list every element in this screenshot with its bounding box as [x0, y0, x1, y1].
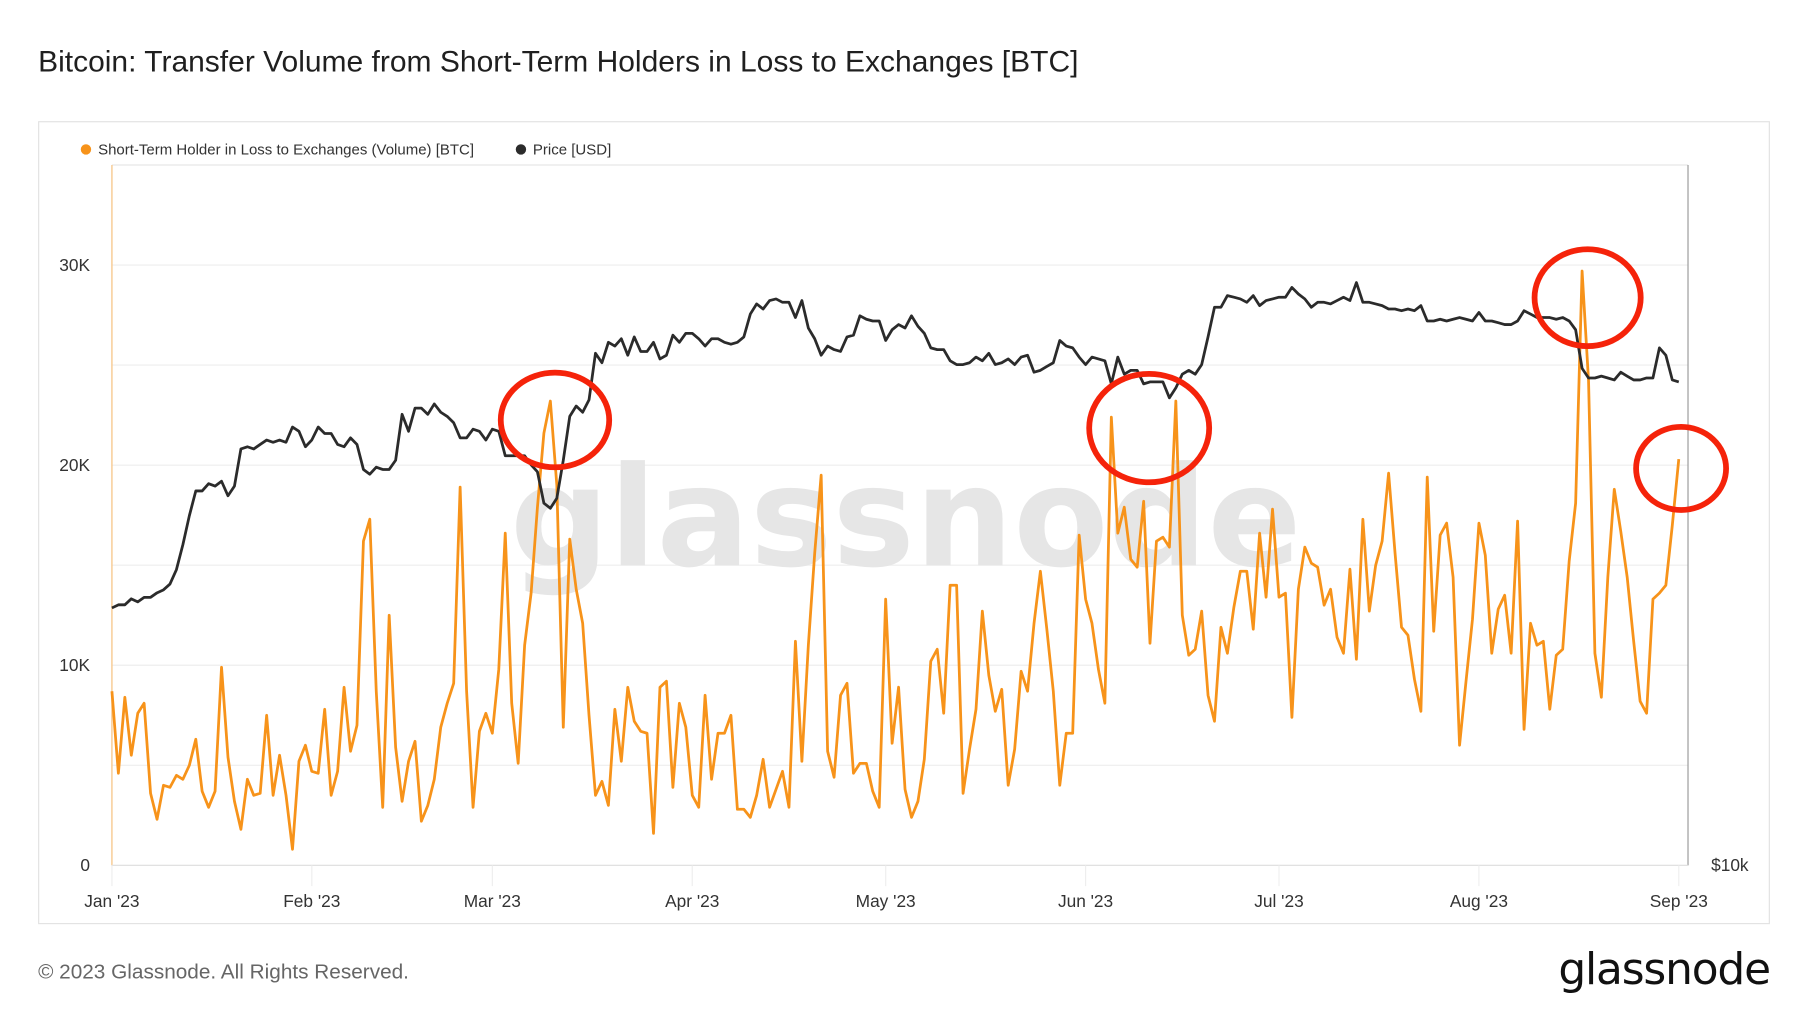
annotation-circle — [1086, 370, 1213, 486]
legend: Short-Term Holder in Loss to Exchanges (… — [80, 140, 612, 159]
y-tick-label: 10K — [59, 655, 90, 675]
annotation-circle — [497, 369, 613, 471]
x-tick-label: Feb '23 — [283, 891, 340, 911]
legend-item-volume[interactable]: Short-Term Holder in Loss to Exchanges (… — [80, 140, 475, 159]
x-tick-label: Sep '23 — [1650, 891, 1708, 911]
y-tick-label: 20K — [59, 455, 90, 475]
copyright: © 2023 Glassnode. All Rights Reserved. — [38, 959, 409, 984]
annotation-circle — [1531, 246, 1644, 350]
y-tick-label: 0 — [80, 855, 90, 875]
chart-frame — [38, 121, 1770, 925]
annotation-circle — [1633, 424, 1729, 513]
x-tick-label: Apr '23 — [665, 891, 719, 911]
watermark: glassnode — [510, 436, 1301, 598]
black-dot-icon — [515, 144, 526, 155]
chart-title: Bitcoin: Transfer Volume from Short-Term… — [38, 43, 1079, 79]
y-tick-label: 30K — [59, 255, 90, 275]
x-tick-label: Aug '23 — [1450, 891, 1508, 911]
x-tick-label: Jun '23 — [1058, 891, 1113, 911]
volume-series-line — [110, 269, 1681, 851]
x-tick-label: Jul '23 — [1254, 891, 1303, 911]
orange-dot-icon — [80, 144, 92, 155]
legend-label-volume: Short-Term Holder in Loss to Exchanges (… — [98, 140, 475, 159]
legend-label-price: Price [USD] — [532, 140, 612, 159]
x-tick-label: Mar '23 — [464, 891, 521, 911]
legend-item-price[interactable]: Price [USD] — [515, 140, 612, 159]
x-tick-label: Jan '23 — [84, 891, 139, 911]
price-series-line — [111, 281, 1680, 610]
glassnode-logo: glassnode — [1558, 943, 1771, 995]
y2-tick-label: $10k — [1711, 855, 1749, 875]
x-tick-label: May '23 — [856, 891, 916, 911]
